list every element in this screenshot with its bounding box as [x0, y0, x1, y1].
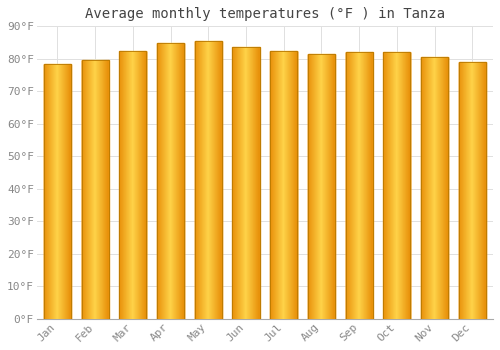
Bar	[120, 51, 146, 319]
Bar	[82, 61, 109, 319]
Bar	[157, 43, 184, 319]
Bar	[458, 62, 486, 319]
Title: Average monthly temperatures (°F ) in Tanza: Average monthly temperatures (°F ) in Ta…	[85, 7, 445, 21]
Bar	[346, 52, 372, 319]
Bar	[421, 57, 448, 319]
Bar	[270, 51, 297, 319]
Bar	[44, 64, 71, 319]
Bar	[308, 54, 335, 319]
Bar	[194, 41, 222, 319]
Bar	[232, 47, 260, 319]
Bar	[384, 52, 410, 319]
